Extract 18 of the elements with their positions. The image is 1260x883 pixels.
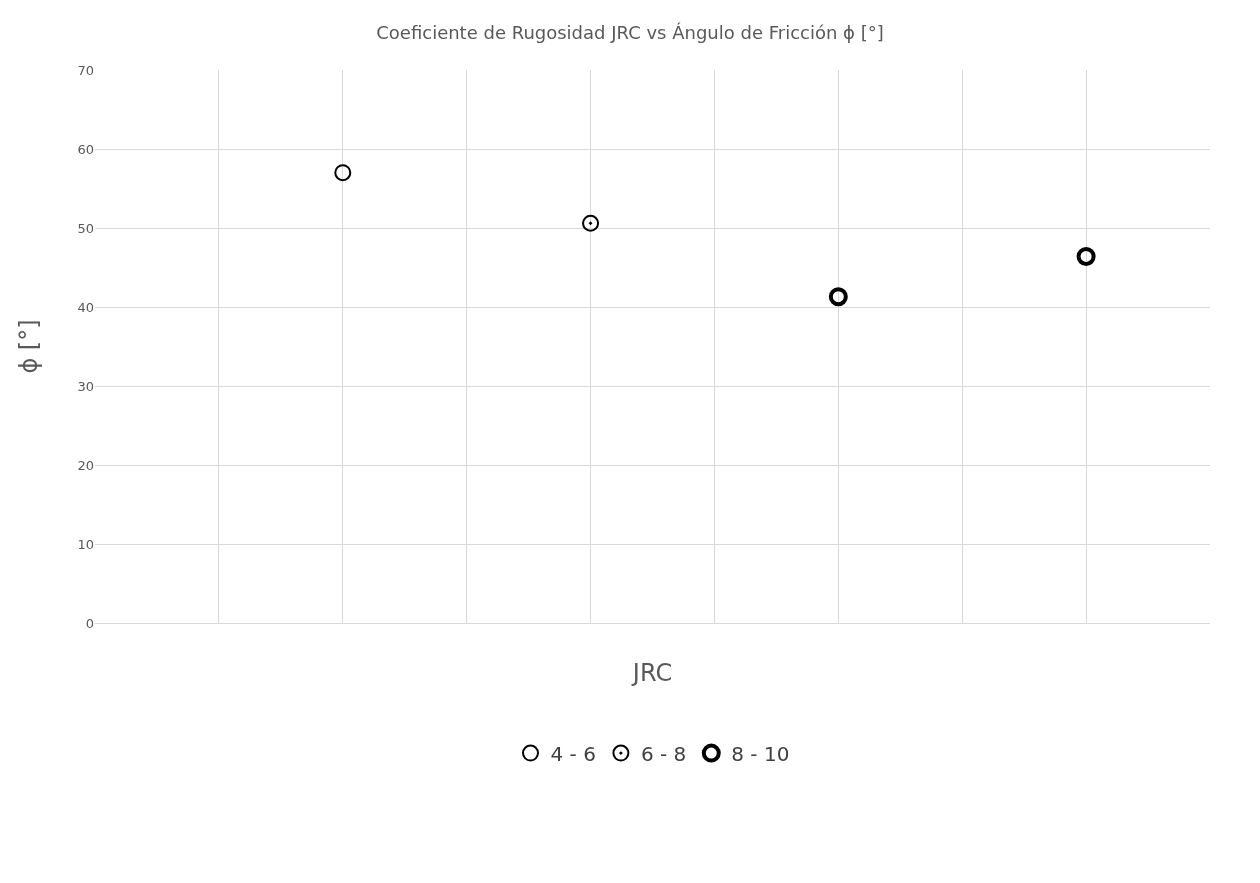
legend-label: 4 - 6 [550, 741, 596, 766]
chart-title: Coeficiente de Rugosidad JRC vs Ángulo de Fricción ϕ [°] [376, 22, 884, 44]
point [582, 214, 600, 232]
legend-label: 8 - 10 [731, 741, 790, 766]
y-tick-label: 10 [77, 536, 94, 552]
y-tick-label: 20 [77, 457, 94, 473]
y-tick-label: 60 [77, 141, 94, 157]
y-tick-label: 50 [77, 220, 94, 236]
y-tick-label: 40 [77, 299, 94, 315]
x-axis-title: JRC [630, 659, 673, 687]
point [828, 287, 848, 307]
y-tick-label: 0 [85, 615, 94, 631]
point [334, 164, 352, 182]
y-axis-title: ϕ [°] [15, 319, 43, 374]
y-tick-label: 30 [77, 378, 94, 394]
point [1076, 246, 1096, 266]
legend-label: 6 - 8 [640, 741, 687, 766]
y-tick-label: 70 [77, 62, 94, 78]
